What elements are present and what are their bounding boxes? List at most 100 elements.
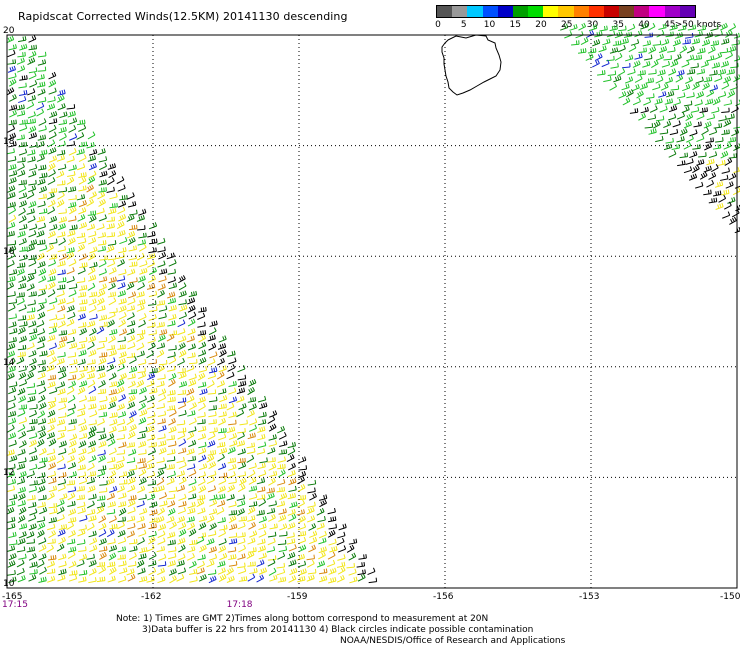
wind-barb	[116, 379, 125, 388]
wind-barb	[237, 432, 245, 440]
wind-barb	[126, 470, 135, 478]
wind-barb	[158, 312, 167, 320]
wind-barb	[78, 553, 88, 561]
wind-barb	[236, 494, 246, 501]
wind-barb	[168, 259, 177, 267]
wind-barb	[208, 461, 217, 470]
wind-barb	[36, 559, 45, 568]
wind-barb	[37, 501, 46, 508]
wind-barb	[721, 129, 730, 136]
wind-barb	[99, 162, 108, 171]
colorbar-tick-label: 40	[638, 20, 650, 30]
wind-barb	[98, 268, 107, 276]
wind-barb	[158, 359, 168, 366]
wind-barb	[127, 342, 136, 350]
wind-barb	[297, 499, 305, 508]
wind-barb	[98, 276, 108, 283]
wind-barb	[700, 60, 709, 68]
wind-barb	[97, 232, 107, 239]
wind-barb	[685, 32, 694, 39]
wind-barb	[237, 374, 247, 381]
wind-barb	[715, 202, 724, 210]
wind-barb	[147, 260, 155, 268]
wind-barb	[7, 155, 17, 162]
wind-barb	[625, 76, 634, 84]
wind-barb	[157, 283, 166, 291]
wind-barb	[28, 552, 37, 561]
wind-barb	[109, 412, 118, 419]
wind-barb	[116, 456, 125, 463]
wind-barb	[109, 192, 118, 200]
wind-barb	[278, 449, 288, 455]
wind-barb	[168, 372, 177, 381]
wind-barb	[18, 304, 27, 312]
wind-barb	[118, 441, 127, 449]
wind-barb	[346, 544, 355, 553]
wind-barb	[58, 187, 68, 193]
wind-barb	[78, 322, 87, 328]
wind-barb	[77, 471, 87, 478]
wind-barb	[68, 117, 78, 125]
wind-barb	[147, 418, 156, 426]
wind-barb	[68, 164, 77, 171]
wind-barb	[7, 417, 17, 425]
wind-barb	[166, 456, 176, 462]
wind-barb	[564, 31, 573, 39]
wind-barb	[630, 39, 640, 46]
wind-barb	[139, 267, 148, 275]
wind-barb	[67, 186, 77, 193]
lon-label: -153	[579, 592, 600, 602]
wind-barb	[136, 350, 145, 358]
wind-barb	[97, 245, 107, 252]
wind-barb	[126, 568, 135, 576]
wind-barb	[17, 230, 26, 238]
wind-barb	[228, 380, 237, 387]
wind-barb	[18, 365, 27, 373]
wind-barb	[9, 327, 18, 335]
wind-barb	[631, 83, 640, 92]
wind-barb	[663, 143, 673, 151]
wind-barb	[209, 522, 217, 531]
wind-barb	[106, 223, 115, 230]
wind-barb	[197, 372, 206, 381]
wind-barb	[17, 409, 26, 417]
wind-barb	[118, 575, 127, 583]
wind-barb	[307, 559, 315, 568]
wind-barb	[16, 104, 25, 111]
wind-barb	[26, 382, 36, 389]
colorbar-swatch	[649, 6, 665, 17]
wind-barb	[307, 487, 316, 494]
wind-barb	[167, 291, 176, 299]
wind-barb	[27, 111, 36, 119]
wind-barb	[59, 111, 68, 119]
colorbar-swatch	[512, 6, 529, 17]
wind-barb	[76, 232, 86, 239]
wind-barb	[7, 350, 16, 358]
wind-barb	[98, 565, 107, 575]
wind-barb	[709, 84, 719, 92]
wind-barb	[720, 60, 730, 68]
wind-barb	[37, 239, 46, 246]
wind-barb	[46, 364, 55, 372]
wind-barb	[129, 552, 137, 561]
wind-barb	[46, 432, 56, 440]
wind-barb	[79, 262, 88, 269]
wind-barb	[685, 158, 694, 166]
wind-barb	[108, 470, 117, 479]
wind-barb	[88, 419, 97, 426]
wind-barb	[68, 206, 77, 215]
wind-barb	[178, 275, 186, 284]
wind-barb	[286, 538, 296, 545]
wind-barb	[229, 523, 238, 531]
wind-barb	[156, 546, 166, 553]
wind-barb	[228, 515, 237, 524]
wind-barb	[609, 82, 618, 91]
wind-barb	[670, 85, 680, 91]
wind-barb	[188, 358, 198, 365]
wind-barb	[267, 447, 276, 455]
wind-barb	[29, 333, 38, 342]
wind-barb	[17, 51, 26, 58]
wind-barb	[87, 509, 96, 516]
wind-barb	[187, 522, 196, 531]
wind-barb	[38, 544, 47, 553]
